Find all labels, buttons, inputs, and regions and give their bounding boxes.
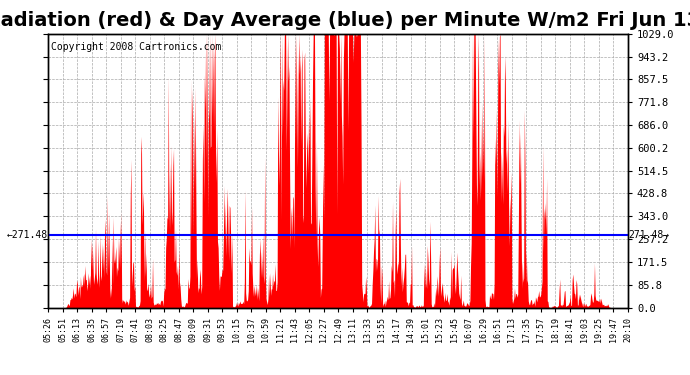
Text: Copyright 2008 Cartronics.com: Copyright 2008 Cartronics.com [51,42,221,52]
Text: Solar Radiation (red) & Day Average (blue) per Minute W/m2 Fri Jun 13 20:32: Solar Radiation (red) & Day Average (blu… [0,11,690,30]
Text: 271.48→: 271.48→ [629,230,669,240]
Text: ←271.48: ←271.48 [7,230,48,240]
